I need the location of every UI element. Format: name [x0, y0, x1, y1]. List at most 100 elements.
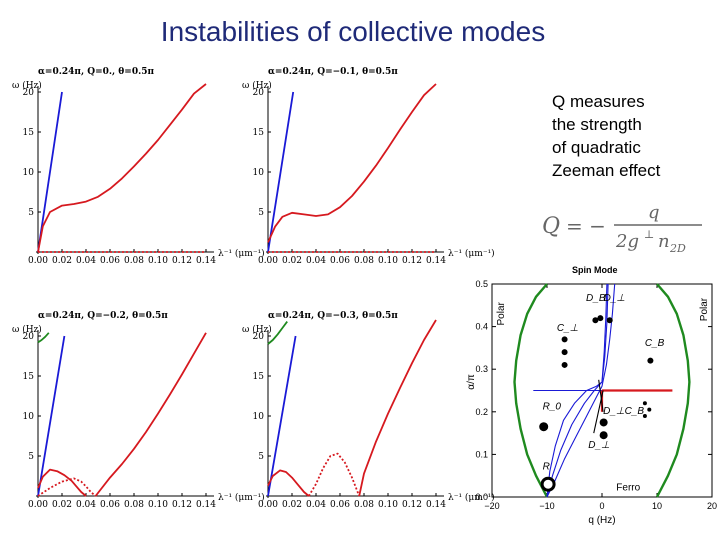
blue-curve	[267, 335, 297, 497]
formula-den-sub: 2D	[669, 242, 686, 255]
x-tick-label: 0.02	[282, 500, 302, 510]
x-tick-label: 0.00	[28, 256, 48, 266]
green-phase-boundary	[655, 283, 691, 498]
x-axis-label: λ⁻¹ (μm⁻¹)	[218, 248, 265, 259]
slide-title: Instabilities of collective modes	[160, 16, 546, 47]
formula-den-n: n	[658, 231, 670, 252]
y-tick-label: 0.2	[475, 407, 488, 417]
y-tick-label: 10	[23, 412, 35, 422]
y-tick-label: 0.4	[475, 322, 488, 332]
x-tick-label: 0	[599, 501, 604, 511]
formula-den-main: 2g	[615, 231, 639, 252]
mode-label: D_⊥C_B	[603, 406, 644, 417]
mode-marker	[561, 336, 568, 343]
blue-phase-boundary	[546, 381, 603, 498]
dispersion-chart-q-0-2: α=0.24π, Q=−0.2, θ=0.5π ω (Hz) 5 10 15 20 0.00…	[12, 311, 265, 510]
x-tick-label: 0.14	[426, 256, 446, 266]
x-tick-label: −10	[539, 501, 554, 511]
y-tick-label: 10	[253, 168, 265, 178]
x-tick-label: 0.06	[330, 500, 350, 510]
red-curve	[267, 83, 437, 243]
chart-title: α=0.24π, Q=−0.3, θ=0.5π	[268, 311, 398, 321]
x-tick-label: 20	[707, 501, 717, 511]
dispersion-chart-q0: α=0.24π, Q=0., θ=0.5π ω (Hz) 5 10 15 20 0.00 0.…	[12, 67, 265, 266]
mode-marker	[647, 407, 652, 412]
x-tick-label: 0.14	[196, 256, 216, 266]
mode-marker	[599, 418, 608, 427]
formula-numerator: q	[648, 202, 660, 223]
mode-marker	[592, 317, 599, 324]
x-tick-label: 0.04	[306, 500, 326, 510]
y-axis-label: ω (Hz)	[242, 324, 272, 335]
mode-label: C_B	[645, 338, 665, 349]
mode-marker	[561, 361, 568, 368]
mode-marker	[599, 431, 608, 440]
mode-marker	[642, 414, 647, 419]
y-axis-label: ω (Hz)	[12, 324, 42, 335]
x-axis-label: q (Hz)	[588, 515, 615, 526]
chart-title: α=0.24π, Q=−0.2, θ=0.5π	[38, 311, 168, 321]
x-tick-label: 0.08	[124, 256, 144, 266]
green-phase-boundary	[513, 283, 549, 498]
x-tick-label: 0.00	[258, 256, 278, 266]
mode-label: D_⊥	[604, 293, 626, 304]
formula-den-sup: ⊥	[644, 228, 654, 241]
x-tick-label: −20	[484, 501, 499, 511]
x-tick-label: 0.00	[28, 500, 48, 510]
annotation-arrow	[593, 390, 604, 434]
y-tick-label: 5	[258, 208, 264, 218]
y-tick-label: 10	[253, 412, 265, 422]
mode-marker	[539, 422, 549, 432]
x-tick-label: 0.10	[378, 500, 398, 510]
y-tick-label: 5	[28, 452, 34, 462]
formula-lhs: Q	[542, 214, 560, 239]
y-tick-label: 0.0	[475, 492, 488, 502]
mode-marker	[642, 401, 647, 406]
y-axis-label: ω (Hz)	[242, 80, 272, 91]
mode-label: R	[543, 461, 550, 472]
y-tick-label: 20	[253, 332, 265, 342]
green-curve	[267, 321, 288, 345]
mode-marker	[647, 357, 654, 364]
y-tick-label: 0.3	[475, 364, 488, 374]
mode-marker	[597, 315, 604, 322]
y-tick-label: 0.1	[475, 449, 488, 459]
region-label-polar-right: Polar	[699, 297, 710, 321]
x-tick-label: 0.04	[76, 500, 96, 510]
x-axis-label: λ⁻¹ (μm⁻¹)	[218, 492, 265, 503]
y-tick-label: 15	[23, 128, 35, 138]
blue-curve	[37, 335, 66, 497]
chart-title: Spin Mode	[572, 265, 618, 275]
formula-eq: = −	[566, 214, 606, 238]
note-text: Q measures the strength of quadratic Zee…	[552, 90, 712, 182]
x-tick-label: 0.10	[148, 256, 168, 266]
note-line: of quadratic	[552, 138, 641, 157]
mode-label: D_B	[586, 293, 606, 304]
x-tick-label: 0.02	[282, 256, 302, 266]
blue-curve	[37, 91, 63, 253]
y-axis-label: ω (Hz)	[12, 80, 42, 91]
red-curve	[94, 332, 207, 497]
x-tick-label: 0.14	[196, 500, 216, 510]
green-curve	[37, 332, 50, 344]
dispersion-chart-q-0-3: α=0.24π, Q=−0.3, θ=0.5πω (Hz)51015200.00…	[242, 311, 495, 510]
y-axis-label: α/π	[466, 374, 477, 390]
y-tick-label: 10	[23, 168, 35, 178]
note-line: Q measures	[552, 92, 645, 111]
q-formula: Q = − q 2g ⊥ n 2D	[542, 202, 702, 255]
x-tick-label: 0.08	[354, 256, 374, 266]
chart-title: α=0.24π, Q=−0.1, θ=0.5π	[268, 67, 398, 77]
y-tick-label: 15	[253, 128, 265, 138]
x-tick-label: 0.04	[306, 256, 326, 266]
red-curve	[37, 477, 97, 497]
y-tick-label: 0.5	[475, 279, 488, 289]
hollow-mode-marker	[540, 476, 556, 492]
x-tick-label: 0.14	[426, 500, 446, 510]
spin-mode-phase-diagram: Spin Mode 0.0 0.1 0.2 0.3 0.4 0.5 −20 −10 0 10 20 q …	[466, 265, 717, 526]
x-axis-label: λ⁻¹ (μm⁻¹)	[448, 492, 495, 503]
mode-label: R_0	[543, 402, 562, 413]
x-tick-label: 0.10	[378, 256, 398, 266]
y-tick-label: 15	[253, 372, 265, 382]
blue-phase-boundary	[601, 283, 608, 383]
x-tick-label: 0.06	[100, 256, 120, 266]
